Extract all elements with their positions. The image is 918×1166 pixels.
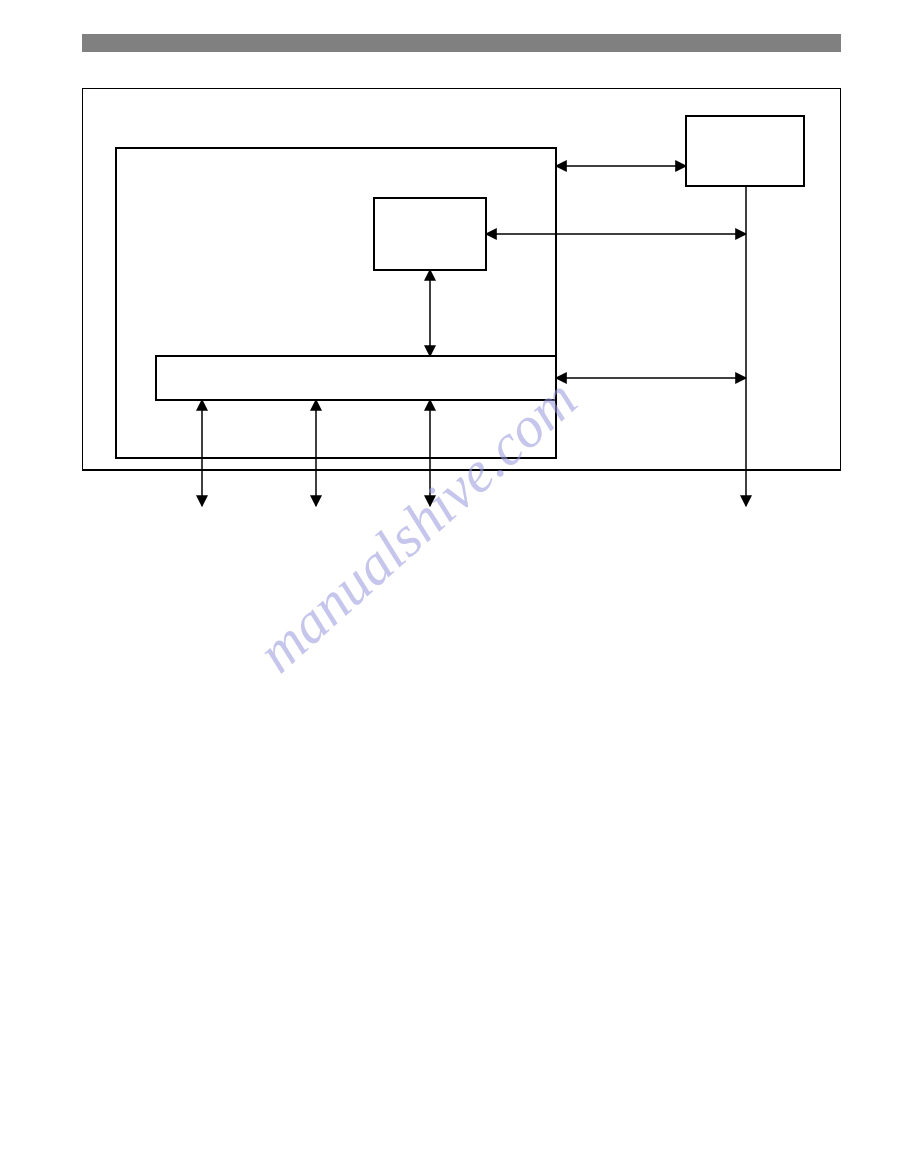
node-top-right (686, 116, 804, 186)
header-bar (82, 34, 841, 52)
diagram-svg (82, 88, 841, 508)
node-small (374, 198, 486, 270)
node-inner (116, 148, 556, 458)
node-wide (156, 356, 556, 400)
block-diagram (82, 88, 841, 508)
